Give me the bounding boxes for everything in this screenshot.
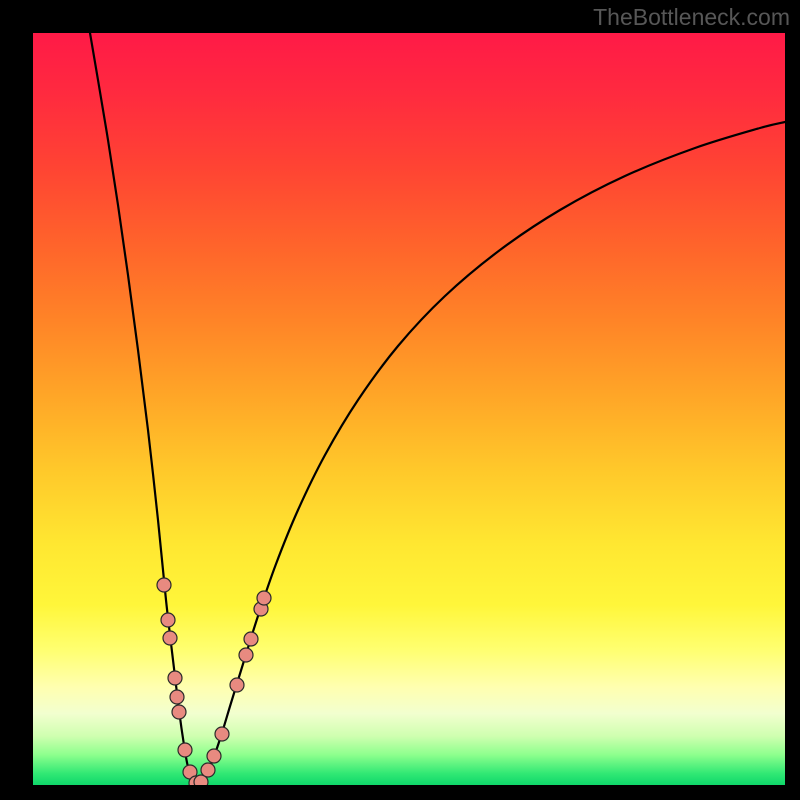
data-marker [207, 749, 221, 763]
data-marker [172, 705, 186, 719]
curve-right [198, 122, 785, 785]
data-marker [257, 591, 271, 605]
data-marker [201, 763, 215, 777]
chart-frame: TheBottleneck.com [0, 0, 800, 800]
chart-svg [0, 0, 800, 800]
data-marker [239, 648, 253, 662]
curve-left [90, 33, 198, 785]
data-marker [230, 678, 244, 692]
data-marker [170, 690, 184, 704]
data-marker [168, 671, 182, 685]
data-marker [215, 727, 229, 741]
data-marker [161, 613, 175, 627]
watermark-text: TheBottleneck.com [593, 4, 790, 31]
data-marker [163, 631, 177, 645]
data-marker [157, 578, 171, 592]
data-marker [178, 743, 192, 757]
data-marker [244, 632, 258, 646]
